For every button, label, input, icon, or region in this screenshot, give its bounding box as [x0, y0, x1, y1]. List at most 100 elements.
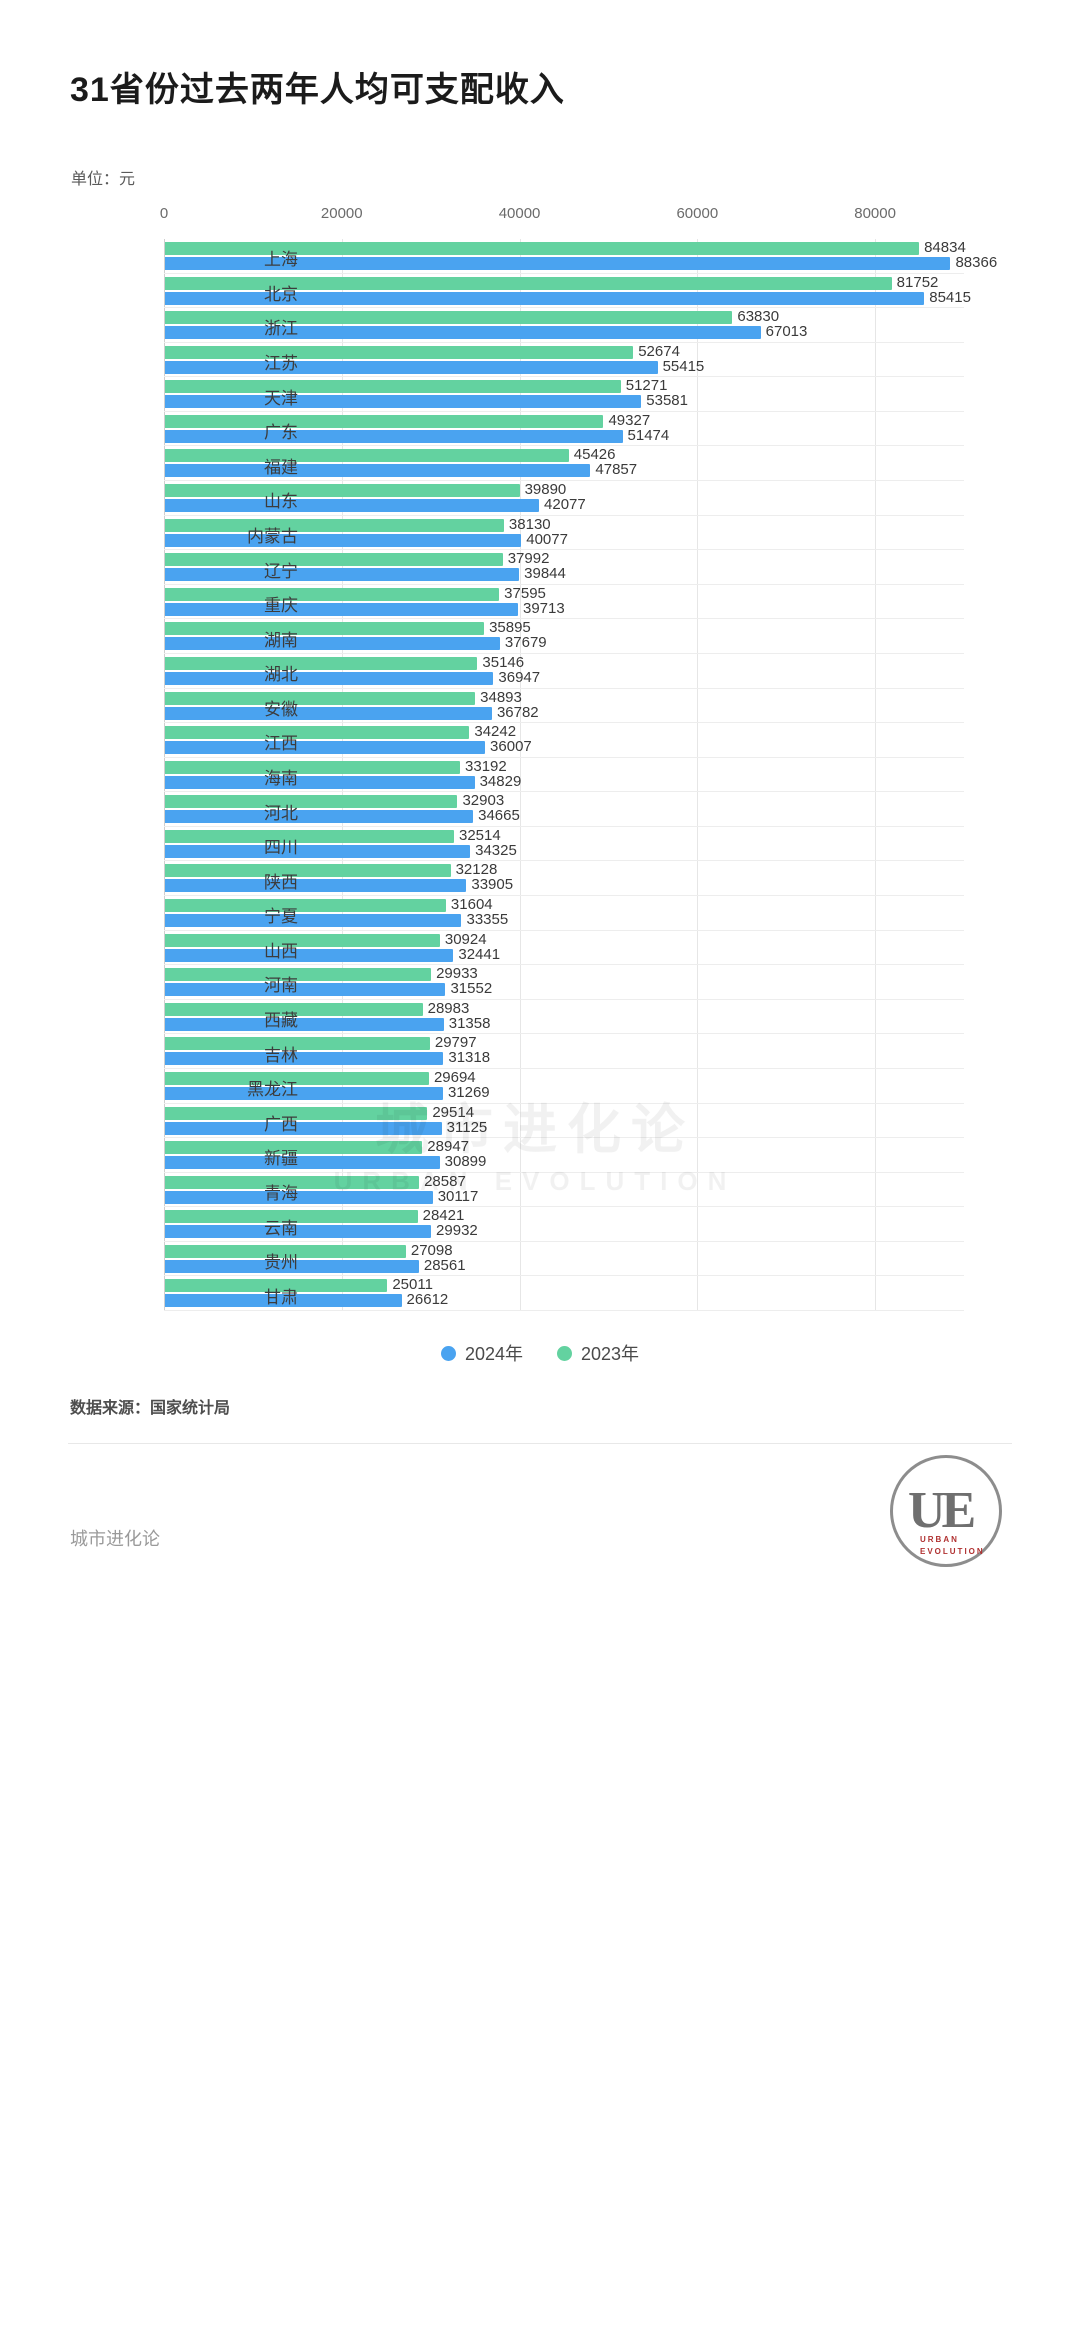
legend-color-swatch-2023 [557, 1345, 572, 1361]
bar-2023 [165, 311, 733, 325]
bar-2024 [165, 429, 623, 443]
x-axis-tick-label: 0 [159, 205, 169, 222]
bar-2023 [165, 484, 520, 498]
bar-value-2024: 40077 [526, 530, 568, 548]
bar-2024 [165, 637, 500, 651]
legend-color-swatch-2024 [440, 1345, 456, 1361]
bar-value-2023: 38130 [508, 515, 551, 533]
bar-2023 [165, 864, 451, 878]
bar-2024 [165, 533, 522, 547]
bar-value-2024: 33355 [466, 911, 509, 929]
row-separator [164, 1137, 964, 1139]
category-label: 湖北 [264, 665, 298, 685]
bar-value-2023: 28587 [424, 1172, 466, 1190]
category-label: 山西 [264, 941, 298, 961]
bar-2024 [165, 257, 951, 270]
category-label: 河南 [264, 976, 298, 996]
legend-item-2024: 2024年 [440, 1340, 523, 1366]
category-label: 云南 [264, 1218, 298, 1238]
bar-value-2024: 67013 [765, 323, 808, 341]
bar-2023 [165, 449, 569, 463]
bar-2024 [165, 464, 591, 478]
row-separator [164, 1206, 964, 1208]
bar-2023 [165, 656, 478, 670]
page-title: 31省份过去两年人均可支配收入 [70, 71, 565, 109]
gridline [341, 239, 343, 1311]
bar-2024 [165, 741, 486, 755]
bar-2024 [165, 775, 475, 789]
category-label: 上海 [264, 250, 298, 270]
category-label: 新疆 [264, 1149, 298, 1169]
category-label: 青海 [264, 1183, 298, 1203]
bar-2023 [165, 518, 504, 532]
bar-2024 [165, 948, 454, 962]
category-label: 贵州 [264, 1253, 298, 1273]
bar-value-2024: 32441 [458, 945, 501, 963]
row-separator [164, 1240, 964, 1242]
x-axis-tick-label: 60000 [676, 205, 719, 222]
bar-2024 [165, 1225, 432, 1239]
category-label: 重庆 [264, 596, 298, 616]
bar-value-2023: 45426 [573, 446, 616, 464]
category-label: 辽宁 [264, 561, 298, 581]
row-separator [164, 1310, 964, 1311]
bar-2023 [165, 276, 892, 290]
bar-value-2024: 31552 [450, 980, 493, 998]
category-label: 江苏 [264, 354, 298, 374]
bar-2024 [165, 844, 471, 858]
bar-2024 [165, 706, 492, 720]
bar-value-2023: 32128 [455, 861, 498, 879]
category-label: 吉林 [264, 1045, 298, 1065]
bar-value-2023: 30924 [444, 930, 487, 948]
row-separator [164, 756, 964, 758]
bar-2024 [165, 983, 446, 997]
bar-2024 [165, 1259, 419, 1273]
row-separator [164, 791, 964, 793]
chart-legend: 2024年 2023年 [0, 1340, 1080, 1366]
bar-value-2024: 34829 [479, 772, 522, 790]
bar-value-2023: 84834 [924, 239, 966, 256]
bar-2024 [165, 1017, 444, 1031]
row-separator [164, 410, 964, 412]
category-label: 天津 [264, 388, 298, 408]
legend-item-2023: 2023年 [557, 1340, 639, 1366]
bar-value-2023: 33192 [465, 757, 507, 775]
row-separator [164, 445, 964, 447]
bar-chart: 0 20000 40000 60000 80000 84834 88366 81752 854… [70, 205, 1010, 1315]
x-axis-tick-label: 40000 [498, 205, 541, 222]
row-separator [164, 1171, 964, 1173]
category-label: 黑龙江 [247, 1080, 298, 1100]
bar-2023 [165, 1210, 418, 1224]
bar-value-2024: 39713 [523, 599, 565, 617]
category-label: 江西 [264, 734, 298, 754]
bar-2023 [165, 345, 634, 359]
bottom-strip [0, 2306, 1080, 2340]
legend-label-2023: 2023年 [581, 1344, 640, 1364]
row-separator [164, 272, 964, 274]
bar-2024 [165, 1156, 440, 1170]
bar-value-2023: 29933 [436, 965, 478, 983]
bar-value-2023: 29797 [434, 1034, 477, 1052]
bar-value-2023: 81752 [896, 273, 939, 291]
bar-2024 [165, 1294, 402, 1308]
row-separator [164, 618, 964, 620]
bar-2024 [165, 1121, 442, 1135]
bar-2023 [165, 587, 500, 601]
category-label: 安徽 [264, 699, 298, 719]
bar-value-2024: 31269 [447, 1083, 490, 1101]
category-label: 北京 [264, 284, 298, 304]
row-separator [164, 307, 964, 309]
footer-divider [68, 1443, 1012, 1444]
bar-value-2023: 25011 [392, 1276, 433, 1294]
bar-value-2024: 36007 [490, 738, 532, 756]
unit-label: 单位：元 [71, 171, 136, 188]
bar-2023 [165, 968, 432, 982]
bar-2023 [165, 760, 461, 774]
bar-value-2023: 32514 [459, 826, 501, 844]
row-separator [164, 929, 964, 931]
bar-2024 [165, 810, 474, 824]
category-label: 广西 [264, 1114, 298, 1134]
bar-value-2024: 55415 [662, 357, 705, 375]
category-label: 浙江 [264, 319, 298, 339]
